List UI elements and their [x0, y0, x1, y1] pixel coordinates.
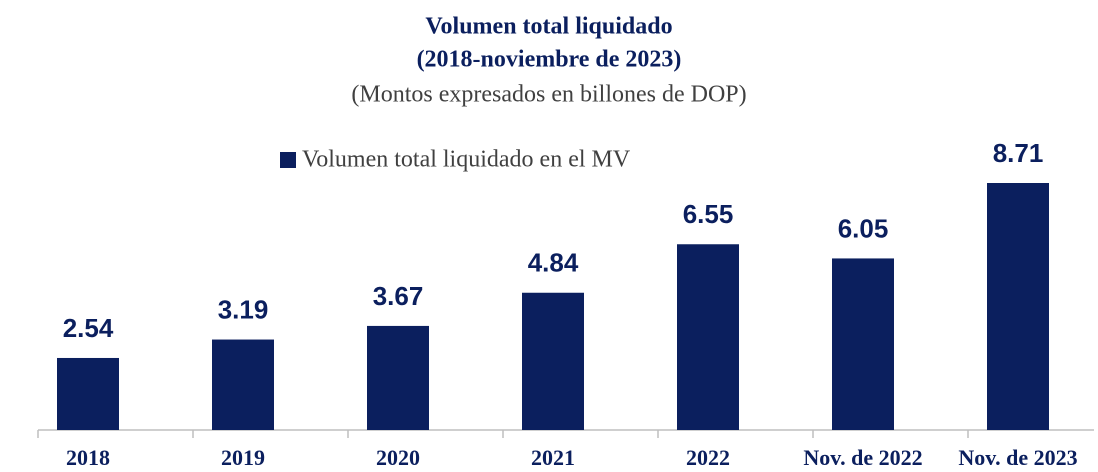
- bar: [677, 244, 739, 430]
- x-tick-label: 2019: [221, 445, 265, 470]
- chart-title: Volumen total liquidado: [425, 14, 672, 40]
- data-label: 6.55: [683, 199, 734, 229]
- legend-label: Volumen total liquidado en el MV: [302, 147, 631, 173]
- x-tick-label: 2020: [376, 445, 420, 470]
- x-tick-label: Nov. de 2022: [803, 445, 922, 470]
- legend-swatch: [280, 152, 296, 168]
- bar: [212, 339, 274, 430]
- x-tick-label: 2021: [531, 445, 575, 470]
- data-label: 2.54: [63, 313, 114, 343]
- x-tick-label: 2018: [66, 445, 110, 470]
- chart-subtitle: (Montos expresados en billones de DOP): [351, 82, 746, 108]
- chart-title: (2018-noviembre de 2023): [417, 47, 682, 73]
- data-label: 4.84: [528, 248, 579, 278]
- bar: [57, 357, 119, 430]
- x-tick-label: 2022: [686, 445, 730, 470]
- bar: [832, 258, 894, 430]
- bar: [522, 292, 584, 430]
- bar: [987, 183, 1049, 430]
- x-tick-label: Nov. de 2023: [958, 445, 1077, 470]
- data-label: 6.05: [838, 213, 889, 243]
- data-label: 8.71: [993, 138, 1044, 168]
- data-label: 3.67: [373, 281, 424, 311]
- data-label: 3.19: [218, 294, 269, 324]
- bar: [367, 325, 429, 430]
